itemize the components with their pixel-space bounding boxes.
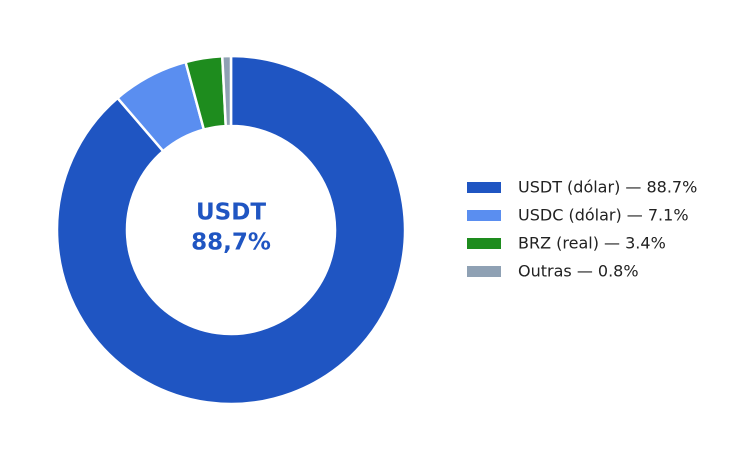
center-label: 88,7% (191, 230, 271, 256)
center-label: USDT (196, 200, 266, 226)
donut-slice (55, 54, 407, 406)
legend-label: Outras — 0.8% (518, 262, 639, 281)
legend-swatch (467, 266, 501, 277)
legend-swatch (467, 210, 501, 221)
legend-swatch (467, 182, 501, 193)
legend-label: USDT (dólar) — 88.7% (518, 178, 697, 197)
legend-swatch (467, 238, 501, 249)
legend-label: BRZ (real) — 3.4% (518, 234, 666, 253)
donut-slice (220, 54, 233, 128)
legend-label: USDC (dólar) — 7.1% (518, 206, 689, 225)
